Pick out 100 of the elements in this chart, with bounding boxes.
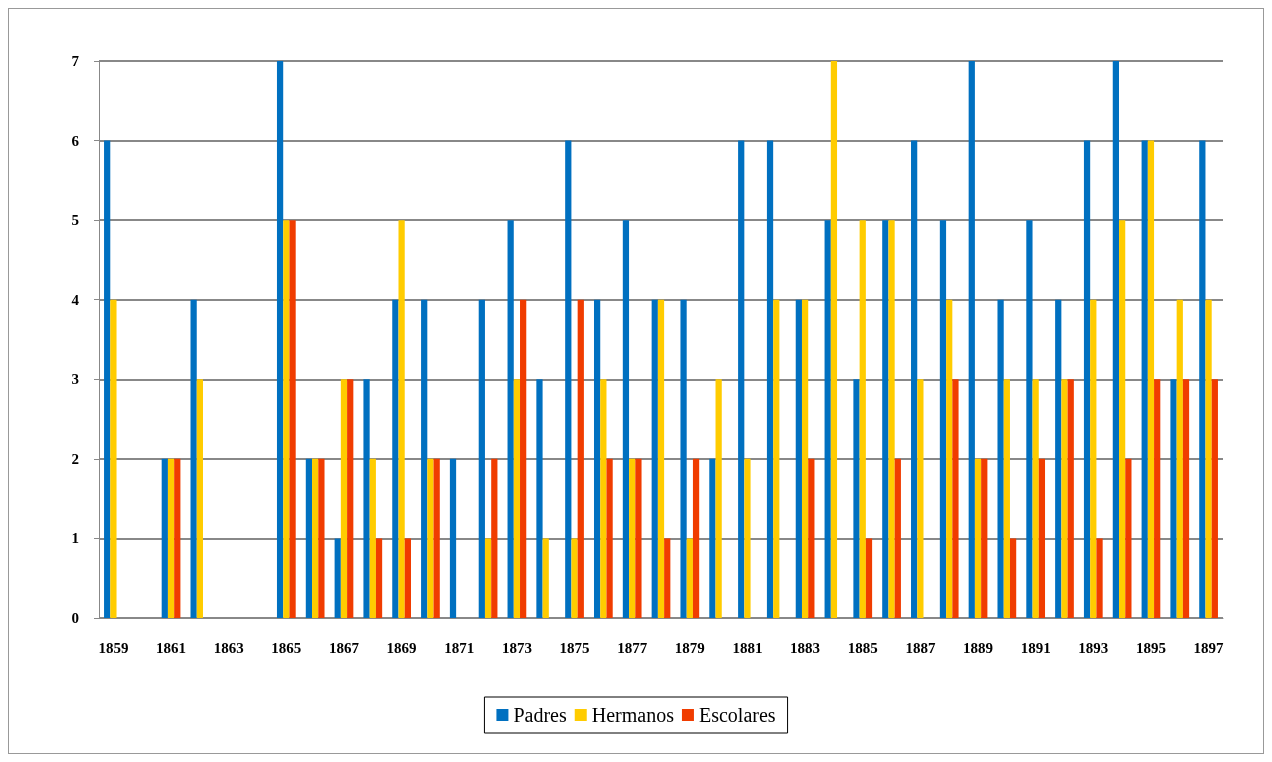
bar [917,379,924,618]
bar [974,458,982,618]
bar [276,61,284,618]
x-tick-label: 1867 [328,639,360,656]
bar [1067,379,1074,618]
bar [692,458,700,618]
bar [773,299,780,618]
bar [427,458,434,618]
bar [888,220,895,618]
bar [196,379,203,618]
legend-label: Escolares [698,704,776,726]
bar [894,458,901,618]
bar [1205,299,1212,618]
x-tick-label: 1891 [1020,639,1051,656]
bar [1026,220,1033,618]
bar [859,220,866,618]
x-tick-label: 1881 [732,639,763,656]
bar [1119,220,1126,618]
x-tick-label: 1861 [156,639,187,656]
x-tick-label: 1893 [1078,639,1109,656]
bar [738,140,745,618]
bar [484,538,492,618]
bar [795,299,802,618]
x-tick-label: 1865 [271,639,302,656]
bar [1032,379,1039,618]
x-tick-label: 1879 [674,639,705,656]
bar [946,299,953,618]
bar [1199,140,1206,618]
x-tick-label: 1871 [444,639,475,656]
x-tick-label: 1889 [963,639,994,656]
bar [981,458,988,618]
bar [571,538,578,618]
bar [1112,61,1120,618]
x-tick-label: 1895 [1135,639,1166,656]
bar [167,458,175,618]
bar [577,299,584,618]
bar [536,379,543,618]
bar [513,379,521,618]
bar [104,140,111,618]
bar [312,458,319,618]
bar [1096,538,1103,618]
bar [629,458,636,618]
bar [939,220,947,618]
bar [952,379,959,618]
x-tick-label: 1863 [213,639,244,656]
bar [968,61,975,618]
bar [375,538,383,618]
bar [507,220,514,618]
bar [1083,140,1091,618]
bar [542,538,549,618]
bar [398,220,405,618]
bar [1125,458,1132,618]
bar [369,458,376,618]
bar [1090,299,1097,618]
bar [190,299,197,618]
bar [1170,379,1177,618]
bar [830,61,838,618]
bar [600,379,607,618]
bar [801,299,809,618]
bar [715,379,722,618]
bar [865,538,873,618]
bar [911,140,918,618]
bar [161,458,168,618]
x-tick-label: 1875 [559,639,590,656]
bar [1176,299,1183,618]
bar [334,538,341,618]
y-tick-label: 3 [71,371,79,388]
x-tick-label: 1887 [905,639,936,656]
bar [449,458,457,618]
bar [363,379,370,618]
bar [1009,538,1017,618]
bar [565,140,572,618]
bar [347,379,354,618]
y-tick-label: 2 [71,450,79,467]
bar [680,299,687,618]
bar [1055,299,1062,618]
x-tick-label: 1897 [1193,639,1225,656]
bar [766,140,774,618]
x-tick-label: 1869 [386,639,417,656]
bar [1182,379,1190,618]
y-tick-label: 6 [71,132,80,149]
bar [686,538,693,618]
bar [1038,458,1046,618]
bar [593,299,601,618]
bar [657,299,665,618]
y-tick-label: 7 [71,53,80,69]
x-tick-label: 1873 [501,639,532,656]
x-tick-label: 1885 [847,639,878,656]
y-tick-label: 0 [71,610,79,626]
bar [1147,140,1155,618]
bar [305,458,313,618]
x-tick-label: 1877 [617,639,648,656]
bar [808,458,815,618]
bar [622,220,630,618]
bar [174,458,181,618]
bar [340,379,348,618]
legend-label: Hermanos [591,704,675,726]
bar [318,458,325,618]
x-tick-label: 1859 [98,639,129,656]
bar [1061,379,1068,618]
